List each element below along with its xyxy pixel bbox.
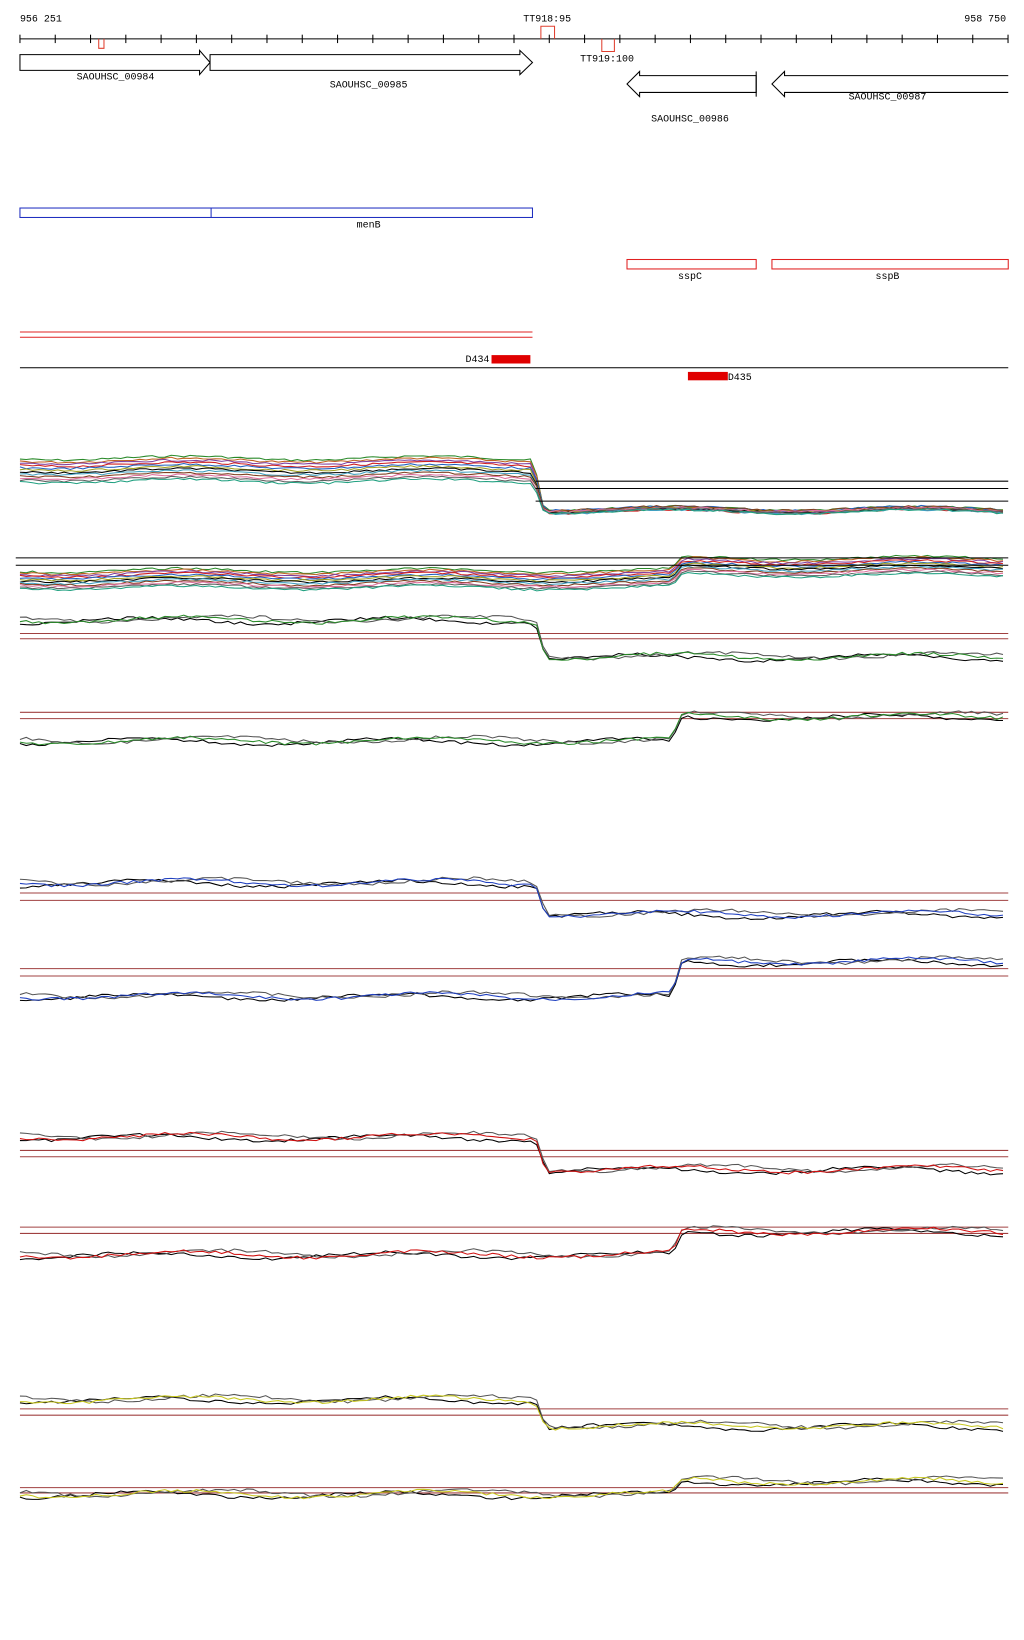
trace [19,614,1004,661]
trace [19,1227,1004,1261]
gene-arrow [209,49,534,76]
trace [19,1131,1004,1175]
ruler-start: 956 251 [20,14,62,25]
trace [19,564,1004,584]
trace [19,572,1004,592]
terminator-mark [601,38,615,53]
trace [19,473,1004,513]
trace [19,462,1004,513]
trace [19,1133,1004,1176]
operon-label: sspC [678,271,702,282]
trace [19,876,1004,918]
gene-arrow [626,70,757,98]
trace [19,1394,1004,1431]
operon-label: menB [357,219,381,230]
trace [19,1395,1004,1432]
gene-label: SAOUHSC_00985 [330,80,408,91]
trace [19,956,1004,1001]
trace [19,958,1004,1002]
trace [19,562,1004,582]
terminator-label: TT918:95 [523,14,571,25]
ruler-ticks [19,34,1009,44]
trace [19,614,1004,661]
trace [19,559,1004,579]
terminator-mark [98,38,105,49]
trace [19,1393,1004,1430]
gene-label: SAOUHSC_00986 [651,113,729,124]
trace [19,570,1004,590]
feature-block [687,371,728,381]
trace [19,557,1004,578]
feature-label: D434 [465,354,489,365]
operon-box [19,207,534,219]
trace [19,955,1004,1000]
gene-arrow [19,49,211,76]
terminator-mark [540,25,556,39]
trace [19,556,1004,576]
operon-box [771,258,1009,270]
trace [19,1226,1004,1260]
trace [19,615,1004,663]
ruler-end: 958 750 [964,14,1006,25]
gene-label: SAOUHSC_00987 [849,91,927,102]
trace [19,454,1003,512]
trace [19,467,1004,514]
gene-arrow [771,70,1009,98]
terminator-label: TT919:100 [580,53,634,64]
feature-label: D435 [728,372,752,383]
trace [19,710,1004,745]
trace [19,711,1004,746]
trace [19,1477,1003,1501]
trace [19,877,1004,920]
operon-label: sspB [875,271,899,282]
trace [19,477,1004,516]
trace [19,878,1004,920]
trace [19,712,1003,747]
trace [19,1225,1004,1259]
trace [19,1130,1004,1174]
feature-block [491,355,531,364]
trace [19,475,1004,514]
trace [19,471,1004,512]
expression-traces [15,454,1009,1501]
gene-label: SAOUHSC_00984 [77,71,155,82]
trace [19,1476,1004,1500]
operon-box [626,258,757,270]
